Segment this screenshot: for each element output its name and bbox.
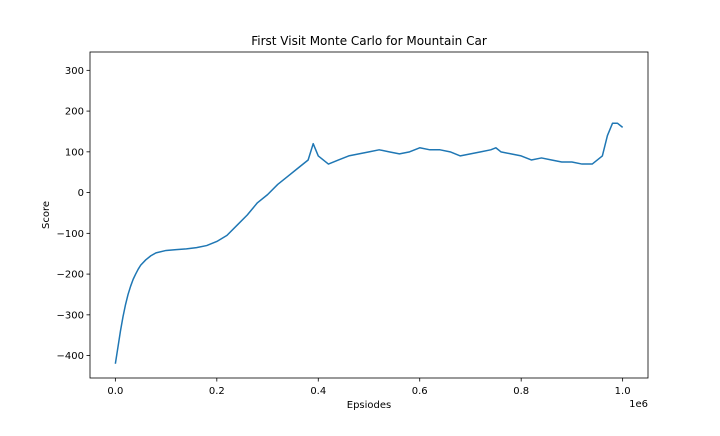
y-tick-label: 100 bbox=[65, 147, 84, 158]
y-axis: −400 −300 −200 −100 0 100 200 300 bbox=[57, 66, 90, 362]
y-tick-label: −300 bbox=[57, 310, 84, 321]
x-tick-label: 0.6 bbox=[412, 386, 428, 397]
y-tick-label: 300 bbox=[65, 66, 84, 77]
score-series-line bbox=[114, 122, 624, 364]
plot-frame bbox=[89, 51, 649, 379]
y-tick-label: −100 bbox=[57, 229, 84, 240]
x-tick-label: 0.4 bbox=[310, 386, 326, 397]
y-tick-label: 200 bbox=[65, 107, 84, 118]
x-tick-label: 0.2 bbox=[209, 386, 225, 397]
x-axis-label: Epsiodes bbox=[347, 400, 391, 411]
y-axis-label: Score bbox=[41, 201, 52, 229]
x-tick-label: 0.8 bbox=[513, 386, 529, 397]
y-tick-label: 0 bbox=[78, 188, 84, 199]
x-tick-label: 0.0 bbox=[107, 386, 123, 397]
series-layer bbox=[114, 122, 624, 364]
x-tick-label: 1.0 bbox=[615, 386, 631, 397]
x-axis: 0.0 0.2 0.4 0.6 0.8 1.0 bbox=[107, 378, 631, 397]
y-tick-label: −200 bbox=[57, 270, 84, 281]
chart-title: First Visit Monte Carlo for Mountain Car bbox=[251, 34, 487, 48]
x-axis-offset-text: 1e6 bbox=[629, 399, 648, 410]
y-tick-label: −400 bbox=[57, 351, 84, 362]
